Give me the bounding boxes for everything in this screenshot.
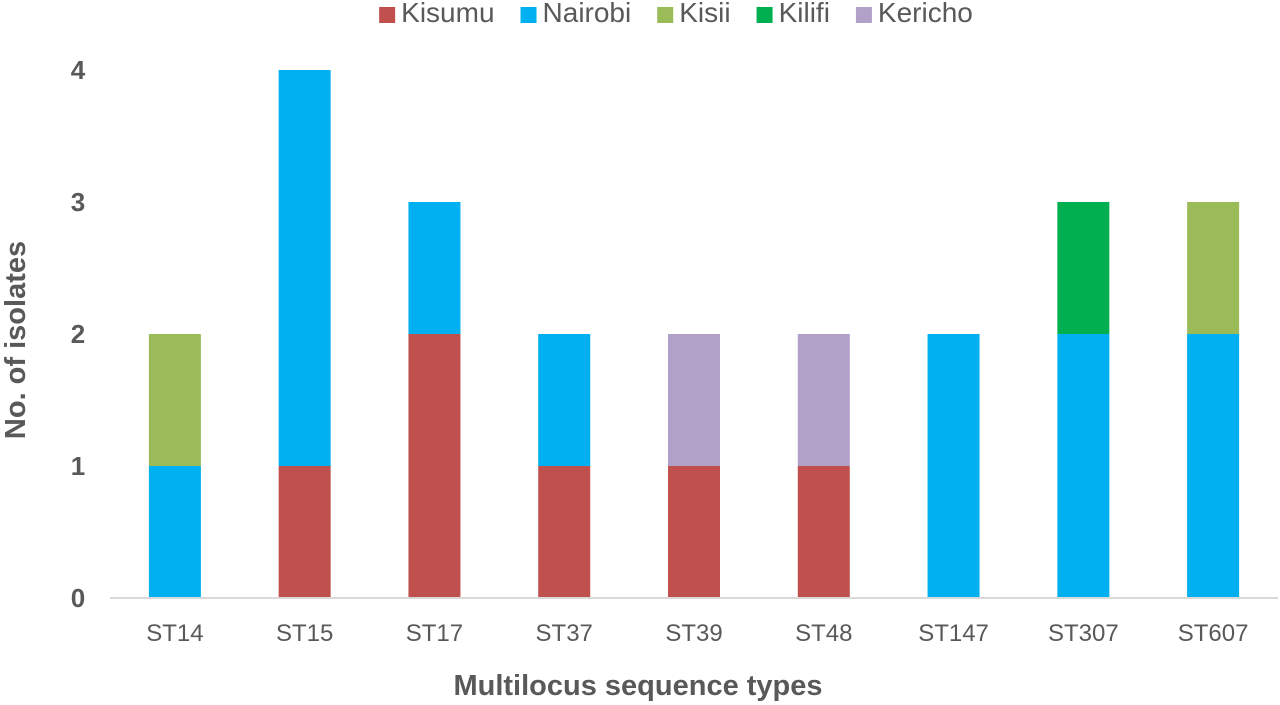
x-tick-label: ST607 [1178,620,1249,647]
legend-label: Kilifi [779,0,830,28]
legend-label: Kericho [878,0,973,28]
bar-segment-st607-kisii [1187,202,1240,334]
bars [148,70,1240,598]
legend-swatch [520,7,537,23]
legend: Kisumu Nairobi Kisii Kilifi Kericho [379,0,973,28]
x-tick-label: ST307 [1048,620,1119,647]
y-tick-label: 1 [71,451,85,481]
legend-label: Nairobi [543,0,632,28]
bar-segment-st48-kisumu [797,466,850,598]
y-tick-label: 0 [71,583,85,613]
legend-item-kisii: Kisii [657,0,731,28]
legend-item-kisumu: Kisumu [379,0,495,28]
legend-swatch [756,7,773,23]
y-tick-label: 4 [71,55,86,85]
legend-swatch [657,7,674,23]
bar-segment-st307-nairobi [1057,334,1110,598]
bar-segment-st37-nairobi [538,334,591,466]
x-axis-title: Multilocus sequence types [453,670,822,702]
y-axis-title: No. of isolates [0,241,32,439]
bar-segment-st307-kilifi [1057,202,1110,334]
x-tick-label: ST37 [536,620,593,647]
legend-swatch [855,7,872,23]
x-tick-label: ST147 [918,620,989,647]
bar-segment-st15-kisumu [278,466,331,598]
x-tick-label: ST39 [665,620,722,647]
x-tick-label: ST15 [276,620,333,647]
bar-segment-st15-nairobi [278,70,331,466]
legend-label: Kisumu [401,0,494,28]
bar-segment-st48-kericho [797,334,850,466]
bar-segment-st607-nairobi [1187,334,1240,598]
x-tick-label: ST48 [795,620,852,647]
bar-segment-st39-kericho [668,334,720,466]
x-axis: ST14 ST15 ST17 ST37 ST39 ST48 ST147 ST307 ST607 [146,620,1248,647]
bar-segment-st17-kisumu [408,334,461,598]
bar-segment-st39-kisumu [668,466,720,598]
legend-label: Kisii [679,0,730,28]
bar-segment-st14-kisii [148,334,201,466]
bar-segment-st37-kisumu [538,466,591,598]
y-tick-label: 3 [71,187,85,217]
bar-segment-st17-nairobi [408,202,461,334]
legend-swatch [379,7,396,23]
bar-segment-st14-nairobi [148,466,201,598]
bar-segment-st147-nairobi [927,334,980,598]
y-tick-label: 2 [71,319,85,349]
y-axis: 0 1 2 3 4 [71,55,86,613]
x-tick-label: ST14 [146,620,203,647]
x-tick-label: ST17 [406,620,463,647]
legend-item-nairobi: Nairobi [520,0,632,28]
legend-item-kilifi: Kilifi [756,0,830,28]
legend-item-kericho: Kericho [855,0,973,28]
